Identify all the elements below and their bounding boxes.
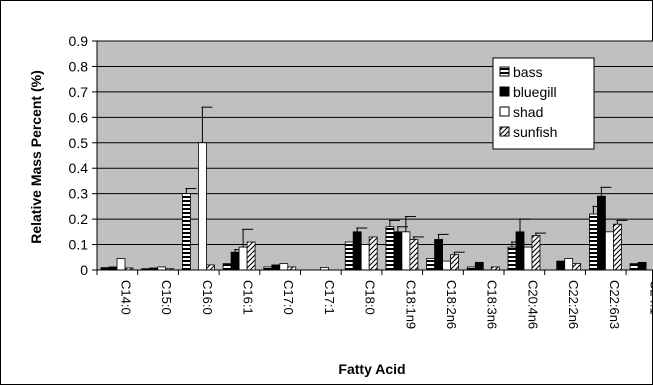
bar-bass: [385, 226, 395, 271]
bar-bass: [507, 246, 517, 271]
bar-bluegill: [434, 239, 444, 271]
x-tick-label: C18:3n6: [485, 280, 500, 329]
x-tick-label: C16:0: [200, 280, 215, 315]
y-tick-label: 0.6: [69, 109, 89, 125]
bar-shad: [279, 263, 289, 271]
axes: [92, 40, 653, 275]
x-tick-label: C17:0: [281, 280, 296, 315]
legend-label-sunfish: sunfish: [513, 124, 557, 140]
bar-shad: [564, 258, 574, 271]
legend-swatch-sunfish: [499, 126, 510, 137]
bar-bluegill: [271, 264, 281, 271]
x-tick-label: C24:1: [647, 280, 653, 315]
y-tick-label: 0.5: [69, 135, 89, 151]
bar-bluegill: [515, 231, 525, 271]
bar-bass: [181, 193, 191, 271]
y-axis-title: Relative Mass Percent (%): [28, 70, 44, 244]
bar-bass: [629, 263, 639, 271]
bar-sunfish: [572, 263, 582, 271]
bar-bluegill: [352, 231, 362, 271]
y-tick-label: 0.8: [69, 58, 89, 74]
x-tick-label: C22:6n3: [607, 280, 622, 329]
x-tick-label: C20:4n6: [525, 280, 540, 329]
bar-bass: [222, 263, 232, 271]
y-tick-label: 0.1: [69, 237, 89, 253]
y-tick-label: 0.3: [69, 186, 89, 202]
bar-sunfish: [368, 236, 378, 271]
bar-bluegill: [556, 260, 566, 271]
legend-label-bluegill: bluegill: [513, 84, 557, 100]
legend-swatch-bluegill: [499, 86, 510, 97]
y-tick-label: 0: [80, 262, 88, 278]
bar-shad: [442, 260, 452, 271]
x-axis-title: Fatty Acid: [338, 361, 405, 377]
x-tick-label: C14:0: [118, 280, 133, 315]
x-tick-labels: C14:0 C15:0 C16:0 C16:1 C17:0 C17:1 C18:0 C18:1…: [118, 280, 653, 329]
y-tick-label: 0.9: [69, 33, 89, 49]
bar-sunfish: [409, 239, 419, 271]
bar-bluegill: [637, 261, 647, 271]
y-tick-label: 0.2: [69, 211, 89, 227]
bar-sunfish: [450, 254, 460, 271]
x-tick-label: C18:0: [363, 280, 378, 315]
legend-label-bass: bass: [513, 64, 543, 80]
bar-bluegill: [230, 251, 240, 271]
x-tick-label: C16:1: [240, 280, 255, 315]
bar-bluegill: [474, 261, 484, 271]
x-tick-label: C22:2n6: [566, 280, 581, 329]
y-tick-label: 0.7: [69, 84, 89, 100]
bar-bass: [426, 258, 436, 271]
bar-bass: [344, 241, 354, 271]
bar-bluegill: [597, 195, 606, 271]
x-tick-label: C18:2n6: [444, 280, 459, 329]
legend-box: [492, 57, 595, 150]
bar-shad: [360, 244, 370, 271]
x-tick-label: C15:0: [159, 280, 174, 315]
y-tick-label: 0.4: [69, 160, 89, 176]
legend: bass bluegill shad sunfish: [492, 57, 595, 150]
x-tick-label: C18:1n9: [403, 280, 418, 329]
bar-sunfish: [613, 223, 622, 271]
bar-shad: [523, 246, 533, 271]
x-tick-label: C17:1: [322, 280, 337, 315]
bar-sunfish: [531, 235, 541, 271]
legend-swatch-bass: [499, 66, 510, 77]
legend-label-shad: shad: [513, 104, 543, 120]
bar-shad: [238, 246, 248, 271]
bar-sunfish: [246, 241, 256, 271]
bar-shad: [197, 142, 207, 271]
legend-swatch-shad: [499, 106, 510, 117]
bar-shad: [605, 231, 614, 271]
bar-sunfish: [205, 264, 215, 271]
y-tick-labels: 0 0.1 0.2 0.3 0.4 0.5 0.6 0.7 0.8 0.9: [69, 33, 89, 278]
bar-shad: [116, 258, 126, 271]
bar-shad: [401, 231, 411, 271]
bar-bass: [589, 213, 598, 271]
bar-bluegill: [393, 231, 403, 271]
